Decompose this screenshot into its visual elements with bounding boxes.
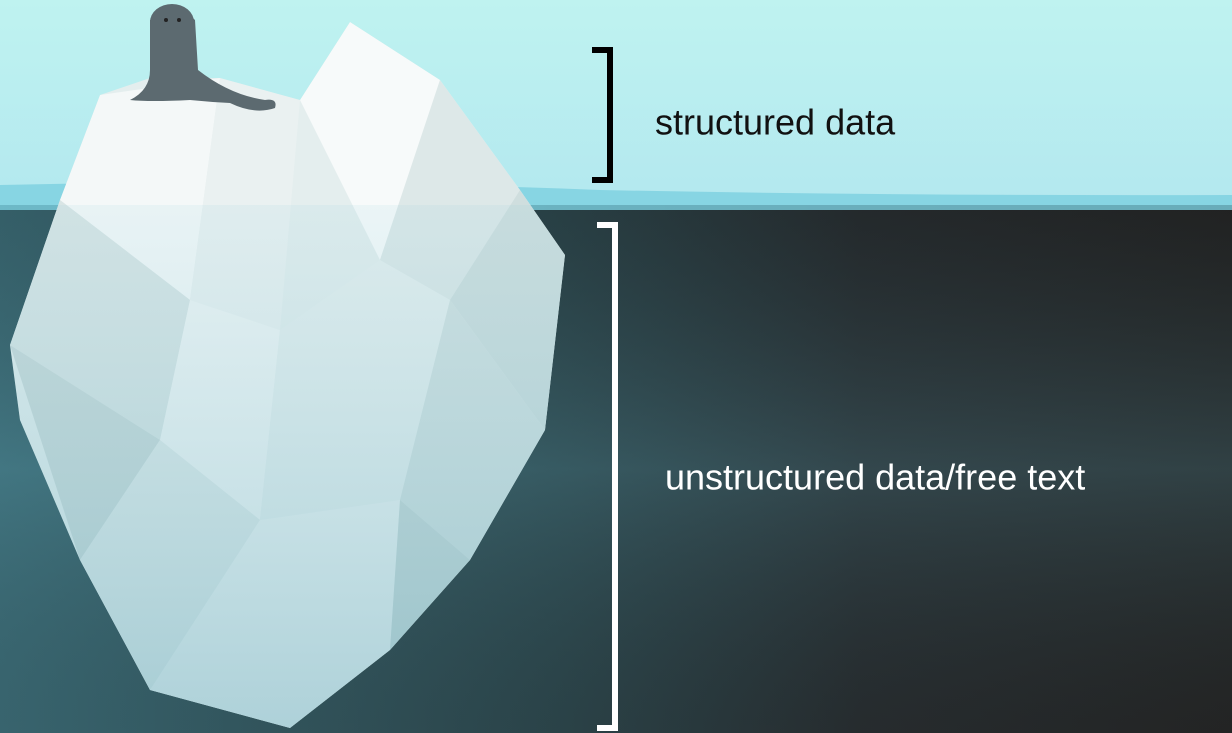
bracket-unstructured [597,222,618,731]
bracket-structured [592,47,613,183]
unstructured-label: unstructured data/free text [665,457,1085,498]
structured-label: structured data [655,102,896,143]
seal [130,4,276,111]
